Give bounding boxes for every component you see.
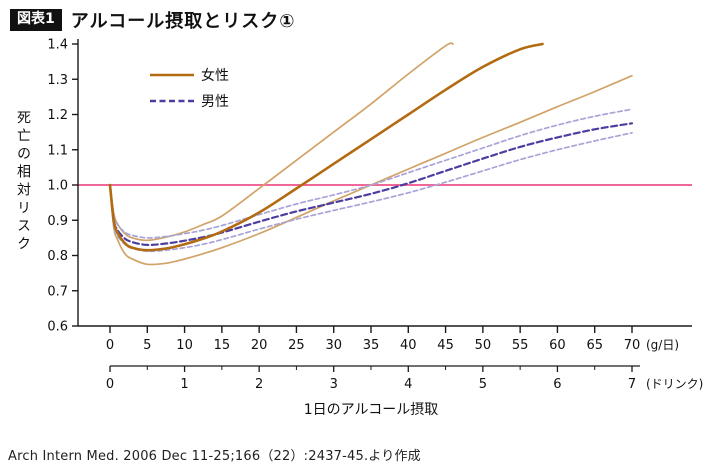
- svg-text:1.3: 1.3: [47, 73, 68, 88]
- x-axis-drinks-unit: (ドリンク): [646, 377, 703, 391]
- series-male-ci-upper: [109, 108, 633, 239]
- svg-text:1.2: 1.2: [47, 108, 68, 123]
- y-axis: 0.6 0.7 0.8 0.9 1.0 1.1 1.2 1.3 1.4: [47, 38, 79, 335]
- svg-text:1.1: 1.1: [47, 143, 68, 158]
- svg-text:65: 65: [586, 338, 603, 353]
- svg-text:3: 3: [330, 377, 338, 392]
- svg-text:女性: 女性: [201, 67, 229, 84]
- x-axis-grams-unit: (g/日): [646, 338, 679, 352]
- svg-text:0: 0: [106, 377, 114, 392]
- svg-text:15: 15: [214, 338, 231, 353]
- source-note: Arch Intern Med. 2006 Dec 11-25;166（22）:…: [8, 449, 421, 464]
- figure-header: 図表1 アルコール摂取とリスク①: [10, 7, 295, 33]
- series-male-ci-lower: [109, 131, 633, 253]
- svg-text:0.8: 0.8: [47, 249, 68, 264]
- svg-text:30: 30: [325, 338, 342, 353]
- series-female-ci-lower: [109, 74, 633, 266]
- svg-text:1: 1: [180, 377, 188, 392]
- svg-text:40: 40: [400, 338, 417, 353]
- figure-title: アルコール摂取とリスク①: [70, 11, 296, 32]
- svg-text:60: 60: [549, 338, 566, 353]
- svg-text:45: 45: [437, 338, 454, 353]
- svg-text:0.7: 0.7: [47, 284, 68, 299]
- x-axis-title: 1日のアルコール摂取: [304, 402, 439, 418]
- svg-text:4: 4: [404, 377, 412, 392]
- svg-text:0: 0: [106, 338, 114, 353]
- svg-text:50: 50: [475, 338, 492, 353]
- svg-text:5: 5: [143, 338, 151, 353]
- svg-text:20: 20: [251, 338, 268, 353]
- svg-text:10: 10: [176, 338, 193, 353]
- figure-number-badge: 図表1: [10, 9, 62, 31]
- svg-text:6: 6: [553, 377, 561, 392]
- svg-text:0.9: 0.9: [47, 214, 68, 229]
- svg-text:55: 55: [512, 338, 529, 353]
- chart-canvas: 0.60.70.80.91.01.11.21.31.40 5 10 15 20 25 30 3…: [47, 38, 703, 419]
- svg-text:35: 35: [363, 338, 380, 353]
- svg-text:男性: 男性: [201, 94, 229, 110]
- svg-text:1.0: 1.0: [47, 179, 68, 194]
- svg-text:2: 2: [255, 377, 263, 392]
- svg-text:70: 70: [624, 338, 641, 353]
- series-female-main: [108, 42, 544, 252]
- svg-text:0.6: 0.6: [47, 320, 68, 335]
- x-axis-grams: 0 5 10 15 20 25 30 35 40 45 50 55 60 65 70 (g/日): [78, 325, 692, 353]
- svg-text:25: 25: [288, 338, 305, 353]
- x-axis-drinks: 0 1 2 3 4 5 6 7 (ドリンク): [106, 365, 703, 392]
- series-male-main: [108, 122, 634, 247]
- svg-text:7: 7: [628, 377, 636, 392]
- svg-text:1.4: 1.4: [47, 38, 68, 53]
- series-female-ci-upper: [109, 42, 454, 242]
- y-axis-title: 死亡の相対リスク: [15, 110, 31, 254]
- svg-text:5: 5: [479, 377, 487, 392]
